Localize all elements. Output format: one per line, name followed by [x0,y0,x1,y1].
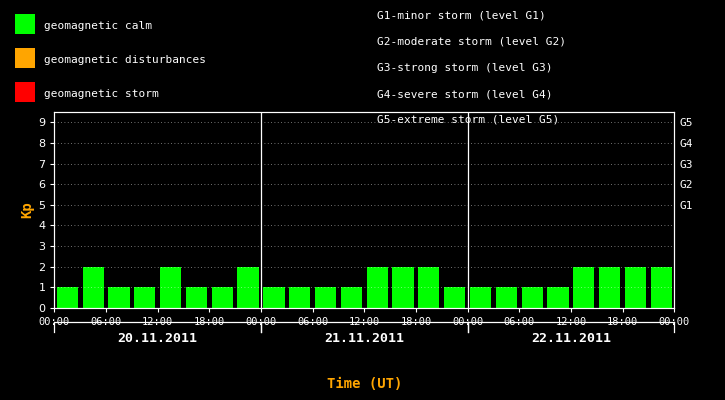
Bar [547,287,568,308]
Bar [341,287,362,308]
Bar [444,287,465,308]
Bar [212,287,233,308]
Bar [625,267,646,308]
Text: geomagnetic disturbances: geomagnetic disturbances [44,55,205,65]
Bar [651,267,672,308]
Bar [263,287,284,308]
Bar [83,267,104,308]
Bar [599,267,621,308]
Text: G2-moderate storm (level G2): G2-moderate storm (level G2) [377,37,566,47]
Bar [470,287,491,308]
Bar [315,287,336,308]
Bar [160,267,181,308]
Bar [108,287,130,308]
Bar [238,267,259,308]
Bar [573,267,594,308]
Text: 21.11.2011: 21.11.2011 [324,332,405,344]
Bar [289,287,310,308]
Text: 20.11.2011: 20.11.2011 [117,332,198,344]
Text: G5-extreme storm (level G5): G5-extreme storm (level G5) [377,115,559,125]
Text: 22.11.2011: 22.11.2011 [531,332,611,344]
Text: G4-severe storm (level G4): G4-severe storm (level G4) [377,89,552,99]
Bar [496,287,517,308]
Text: geomagnetic calm: geomagnetic calm [44,21,152,31]
Text: geomagnetic storm: geomagnetic storm [44,89,158,99]
Bar [392,267,414,308]
Bar [418,267,439,308]
Bar [367,267,388,308]
Bar [521,287,543,308]
Text: G1-minor storm (level G1): G1-minor storm (level G1) [377,11,546,21]
Bar [186,287,207,308]
Bar [134,287,155,308]
Text: G3-strong storm (level G3): G3-strong storm (level G3) [377,63,552,73]
Text: Time (UT): Time (UT) [327,377,402,391]
Y-axis label: Kp: Kp [20,202,34,218]
Bar [57,287,78,308]
